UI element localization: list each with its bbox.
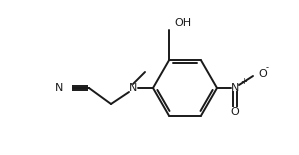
Text: O: O	[258, 69, 267, 79]
Text: +: +	[240, 78, 247, 86]
Text: N: N	[231, 83, 239, 93]
Text: N: N	[129, 83, 137, 93]
Text: O: O	[231, 107, 239, 117]
Text: N: N	[55, 83, 63, 93]
Text: OH: OH	[174, 18, 191, 28]
Text: -: -	[266, 64, 269, 73]
